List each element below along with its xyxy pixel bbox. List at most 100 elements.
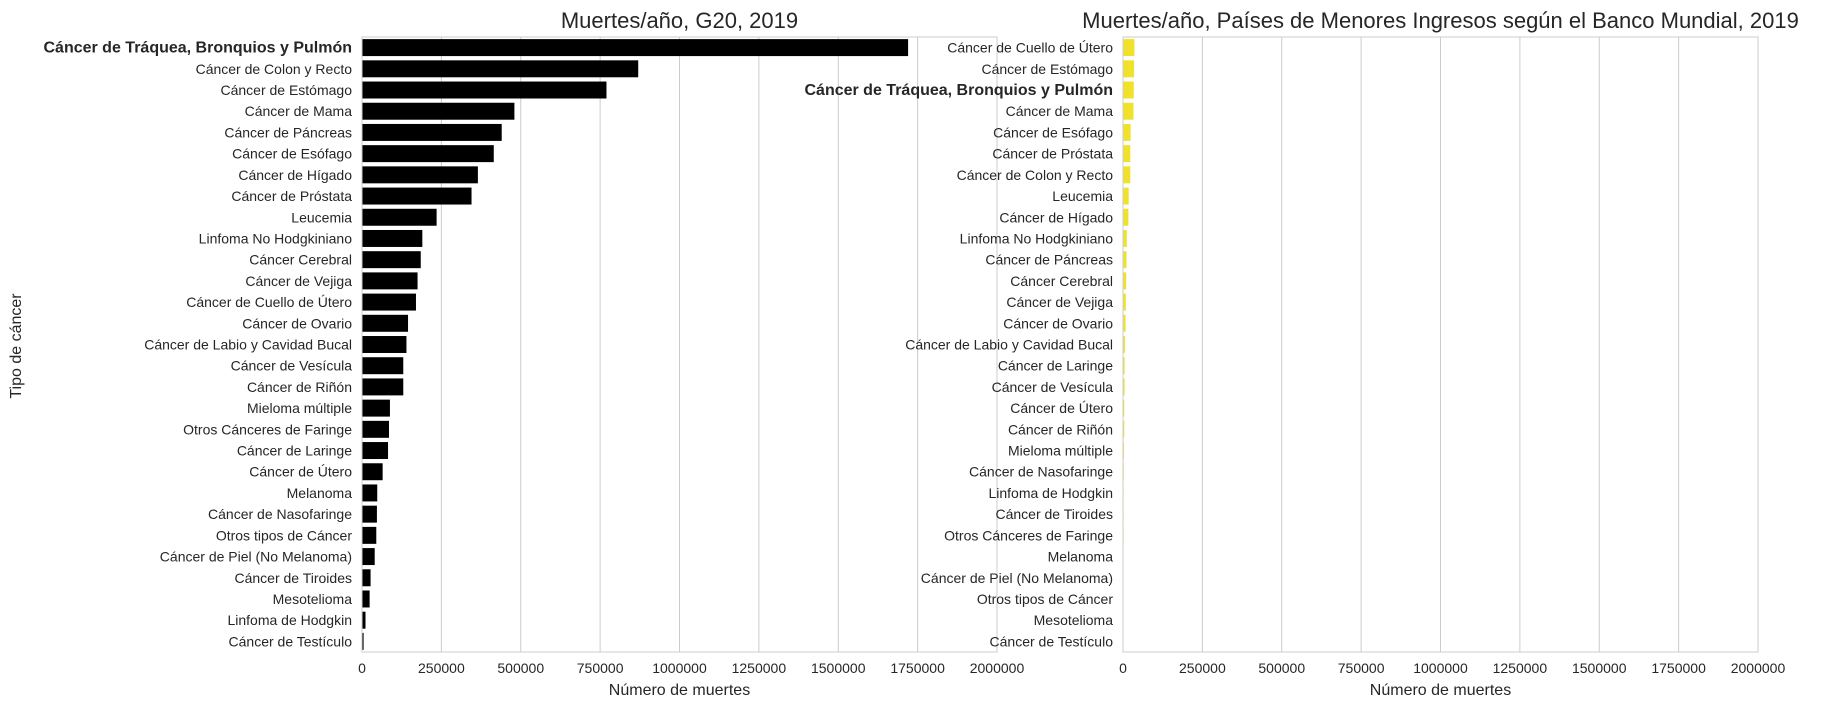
bar [362,294,416,311]
bar [362,612,365,629]
category-label: Cáncer de Hígado [999,209,1113,225]
category-label: Cáncer de Estómago [981,61,1113,77]
category-label: Cáncer de Piel (No Melanoma) [921,570,1113,586]
category-label: Cáncer de Hígado [238,167,352,183]
category-label: Cáncer de Páncreas [224,124,352,140]
category-label: Cáncer de Mama [245,103,353,119]
category-label: Cáncer de Testículo [990,633,1114,649]
category-label: Cáncer de Próstata [231,188,352,204]
category-label: Cáncer de Vejiga [1006,294,1113,310]
x-tick-label: 1750000 [1651,660,1706,676]
bar [362,272,418,289]
x-tick-label: 250000 [1179,660,1226,676]
category-label: Mesotelioma [1034,612,1114,628]
bar [362,378,403,395]
bar [362,463,383,480]
category-label: Cáncer de Páncreas [985,252,1113,268]
category-label: Cáncer de Próstata [992,146,1113,162]
category-label: Otros tipos de Cáncer [977,591,1114,607]
category-label: Cáncer de Colon y Recto [957,167,1114,183]
x-tick-label: 0 [358,660,366,676]
bar [362,315,408,332]
category-label: Cáncer Cerebral [1010,273,1113,289]
category-label: Cáncer de Labio y Cavidad Bucal [905,337,1113,353]
bar [1123,188,1129,205]
category-label: Cáncer de Colon y Recto [196,61,353,77]
category-label: Cáncer de Vesícula [992,379,1114,395]
x-tick-label: 1500000 [1572,660,1627,676]
bar [1123,209,1128,226]
bar [1123,230,1127,247]
bar [362,166,478,183]
category-label: Linfoma No Hodgkiniano [960,230,1114,246]
bar [362,39,908,56]
chart-title: Muertes/año, G20, 2019 [561,8,798,33]
category-label: Linfoma de Hodgkin [988,485,1113,501]
category-label: Melanoma [1048,549,1114,565]
category-label: Melanoma [287,485,353,501]
x-tick-label: 500000 [497,660,544,676]
category-label: Cáncer de Cuello de Útero [186,294,352,310]
x-tick-label: 1000000 [652,660,707,676]
x-tick-label: 0 [1119,660,1127,676]
category-label: Cáncer de Nasofaringe [208,506,352,522]
chart-title: Muertes/año, Países de Menores Ingresos … [1082,8,1799,33]
bar [362,230,422,247]
category-label: Otros tipos de Cáncer [216,527,353,543]
bar [362,103,514,120]
x-tick-label: 2000000 [1731,660,1786,676]
bar [362,209,437,226]
bar [362,251,421,268]
category-label: Cáncer de Esófago [993,124,1113,140]
bar [362,591,370,608]
bar [1123,166,1130,183]
category-label: Cáncer de Vesícula [231,358,353,374]
category-label: Cáncer de Tráquea, Bronquios y Pulmón [804,82,1113,99]
x-tick-label: 1750000 [890,660,945,676]
bar [1123,124,1131,141]
bar [362,60,638,77]
x-tick-label: 1500000 [811,660,866,676]
bar [362,124,502,141]
category-label: Cáncer de Esófago [232,146,352,162]
bar [1123,145,1130,162]
category-label: Linfoma de Hodgkin [227,612,352,628]
category-label: Cáncer de Mama [1006,103,1114,119]
category-label: Cáncer de Nasofaringe [969,464,1113,480]
bar [362,82,606,99]
x-tick-label: 1250000 [732,660,787,676]
bar [362,484,377,501]
bar [362,188,472,205]
category-label: Cáncer de Laringe [237,443,352,459]
category-label: Cáncer de Labio y Cavidad Bucal [144,337,352,353]
bar [1123,60,1134,77]
category-label: Leucemia [291,209,352,225]
bar [1123,251,1126,268]
category-label: Cáncer de Útero [249,464,352,480]
bar [362,506,377,523]
bar [1123,82,1134,99]
category-label: Cáncer de Tráquea, Bronquios y Pulmón [43,40,352,57]
bar [362,421,389,438]
bar [362,400,390,417]
x-tick-label: 250000 [418,660,465,676]
x-tick-label: 750000 [1338,660,1385,676]
bar [362,357,403,374]
bar [362,336,406,353]
bar [362,145,494,162]
x-axis-label: Número de muertes [609,682,750,699]
category-label: Cáncer de Testículo [229,633,353,649]
category-label: Cáncer de Laringe [998,358,1113,374]
category-label: Cáncer Cerebral [249,252,352,268]
category-label: Cáncer de Cuello de Útero [947,40,1113,56]
category-label: Cáncer de Ovario [1003,315,1113,331]
category-label: Cáncer de Tiroides [234,570,352,586]
bar [1123,39,1134,56]
category-label: Mesotelioma [273,591,353,607]
bar [362,442,388,459]
category-label: Leucemia [1052,188,1113,204]
category-label: Cáncer de Riñón [1008,421,1113,437]
category-label: Cáncer de Piel (No Melanoma) [160,549,352,565]
